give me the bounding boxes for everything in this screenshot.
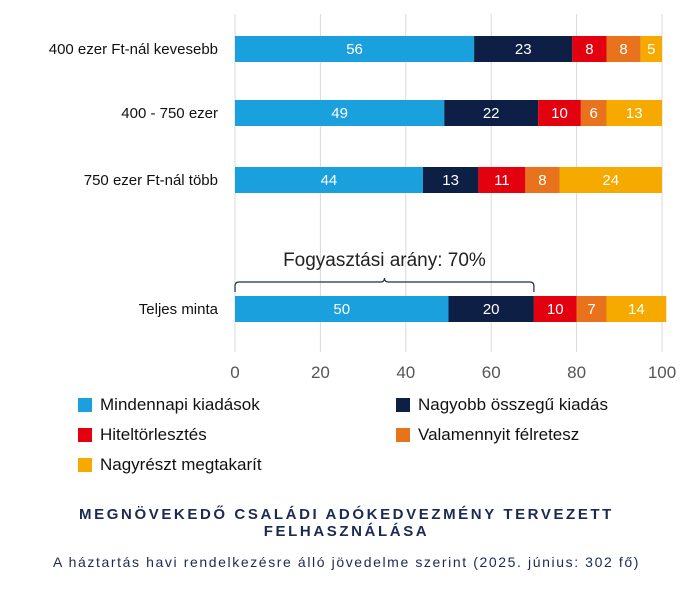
bar-value-label: 44 <box>321 172 338 189</box>
bar-value-label: 22 <box>483 105 500 122</box>
chart-title: MEGNÖVEKEDŐ CSALÁDI ADÓKEDVEZMÉNY TERVEZ… <box>79 506 614 540</box>
annotation-label: Fogyasztási arány: 70% <box>283 250 486 271</box>
bar-segment <box>576 296 607 322</box>
legend-label: Valamennyit félretesz <box>418 425 580 444</box>
bar-value-label: 7 <box>587 301 595 318</box>
category-label: Teljes minta <box>139 301 219 318</box>
bars: 56 23 8 8 5 49 22 10 6 13 44 13 11 8 24 50 20 10 7 14 <box>235 36 667 322</box>
bar-value-label: 56 <box>346 41 363 58</box>
bar-value-label: 50 <box>333 301 350 318</box>
bar-segment <box>235 167 423 193</box>
bar-value-label: 13 <box>626 105 643 122</box>
bar-value-label: 23 <box>515 41 532 58</box>
legend-item: Hiteltörlesztés <box>78 422 396 448</box>
bar-value-label: 14 <box>628 301 645 318</box>
legend-swatch <box>396 428 410 442</box>
bar-segment <box>448 296 534 322</box>
bar-segment <box>533 296 577 322</box>
bar-value-label: 8 <box>538 172 546 189</box>
legend-swatch <box>78 428 92 442</box>
legend-swatch <box>78 398 92 412</box>
legend-swatch <box>78 458 92 472</box>
bar-segment <box>525 167 560 193</box>
legend-label: Mindennapi kiadások <box>100 395 260 414</box>
bar-value-label: 20 <box>483 301 500 318</box>
bar-segment <box>422 167 479 193</box>
bar-segment <box>538 100 581 126</box>
legend: Mindennapi kiadások Nagyobb összegű kiadá… <box>78 392 678 478</box>
bar-value-label: 24 <box>602 172 619 189</box>
bar-value-label: 8 <box>619 41 627 58</box>
x-tick-label: 60 <box>482 363 501 382</box>
bar-segment <box>235 296 449 322</box>
bar-segment <box>640 36 662 62</box>
x-tick-label: 0 <box>230 363 239 382</box>
x-tick-label: 80 <box>567 363 586 382</box>
legend-item: Mindennapi kiadások <box>78 392 396 418</box>
annotation-bracket <box>234 277 535 292</box>
bar-value-label: 8 <box>585 41 593 58</box>
annotation: Fogyasztási arány: 70% <box>234 250 535 292</box>
x-tick-label: 100 <box>648 363 676 382</box>
bar-segment <box>235 100 445 126</box>
bar-value-label: 10 <box>547 301 564 318</box>
legend-label: Nagyobb összegű kiadás <box>418 395 608 414</box>
category-label: 400 - 750 ezer <box>121 105 218 122</box>
legend-item: Nagyobb összegű kiadás <box>396 392 678 418</box>
legend-item: Nagyrészt megtakarít <box>78 452 396 478</box>
bar-segment <box>478 167 526 193</box>
category-label: 400 ezer Ft-nál kevesebb <box>49 41 218 58</box>
bar-segment <box>606 296 667 322</box>
x-tick-label: 20 <box>311 363 330 382</box>
category-label: 750 ezer Ft-nál több <box>84 172 218 189</box>
category-labels: 400 ezer Ft-nál kevesebb 400 - 750 ezer 75… <box>49 41 219 318</box>
legend-label: Nagyrészt megtakarít <box>100 455 262 474</box>
bar-segment <box>474 36 573 62</box>
x-tick-label: 40 <box>396 363 415 382</box>
bar-segment <box>235 36 475 62</box>
legend-label: Hiteltörlesztés <box>100 425 207 444</box>
bar-value-label: 11 <box>494 172 510 189</box>
bar-segment <box>580 100 607 126</box>
chart-subtitle: A háztartás havi rendelkezésre álló jöve… <box>53 554 640 570</box>
bar-value-label: 6 <box>590 105 598 122</box>
bar-segment <box>444 100 539 126</box>
bar-segment <box>606 36 641 62</box>
bar-segment <box>572 36 607 62</box>
x-axis-tick-labels: 0 20 40 60 80 100 <box>230 363 676 382</box>
bar-value-label: 13 <box>442 172 459 189</box>
legend-item: Valamennyit félretesz <box>396 422 678 448</box>
legend-swatch <box>396 398 410 412</box>
bar-value-label: 5 <box>647 41 655 58</box>
bar-segment <box>606 100 662 126</box>
bar-value-label: 10 <box>551 105 568 122</box>
bar-segment <box>559 167 662 193</box>
bar-value-label: 49 <box>331 105 348 122</box>
